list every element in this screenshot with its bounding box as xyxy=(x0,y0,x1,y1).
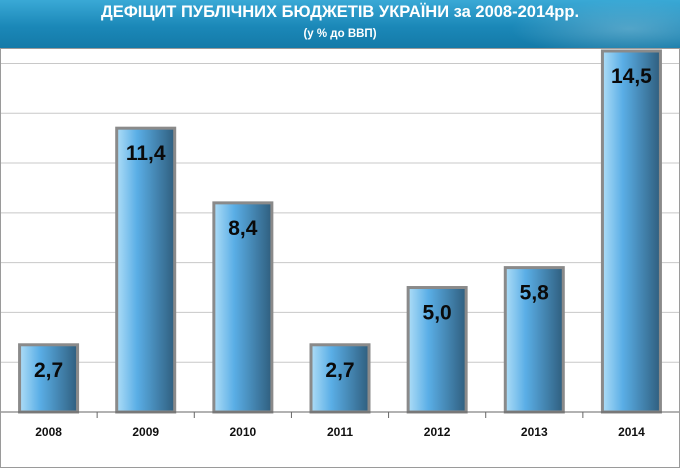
x-tick-2014: 2014 xyxy=(618,425,645,439)
x-tick-labels: 2008 2009 2010 2011 2012 2013 2014 xyxy=(35,412,645,439)
value-label-2011: 2,7 xyxy=(325,359,354,382)
x-tick-2008: 2008 xyxy=(35,425,62,439)
bar-2013 xyxy=(503,266,565,414)
gridlines xyxy=(1,62,679,363)
x-tick-2013: 2013 xyxy=(521,425,548,439)
x-tick-2011: 2011 xyxy=(327,425,353,439)
chart-title: ДЕФІЦИТ ПУБЛІЧНИХ БЮДЖЕТІВ УКРАЇНИ за 20… xyxy=(100,3,580,21)
bar-2012 xyxy=(406,286,468,414)
value-label-2012: 5,0 xyxy=(423,302,452,325)
value-label-2010: 8,4 xyxy=(228,217,258,240)
value-label-2009: 11,4 xyxy=(126,142,166,165)
bar-chart: 2,7 11,4 8,4 2,7 5,0 5,8 14,5 2008 2009 2010 2011… xyxy=(0,48,680,468)
value-label-2013: 5,8 xyxy=(520,282,550,305)
value-label-2014: 14,5 xyxy=(611,65,652,88)
value-labels: 2,7 11,4 8,4 2,7 5,0 5,8 14,5 xyxy=(34,65,652,382)
chart-subtitle: (у % до ВВП) xyxy=(303,28,377,40)
bar-2011 xyxy=(309,343,371,414)
bar-2014 xyxy=(600,49,662,414)
x-tick-2012: 2012 xyxy=(424,425,451,439)
x-tick-2009: 2009 xyxy=(132,425,159,439)
value-label-2008: 2,7 xyxy=(34,359,63,382)
chart-header: ДЕФІЦИТ ПУБЛІЧНИХ БЮДЖЕТІВ УКРАЇНИ за 20… xyxy=(0,0,680,48)
bar-2009 xyxy=(115,126,177,414)
x-tick-2010: 2010 xyxy=(230,425,257,439)
